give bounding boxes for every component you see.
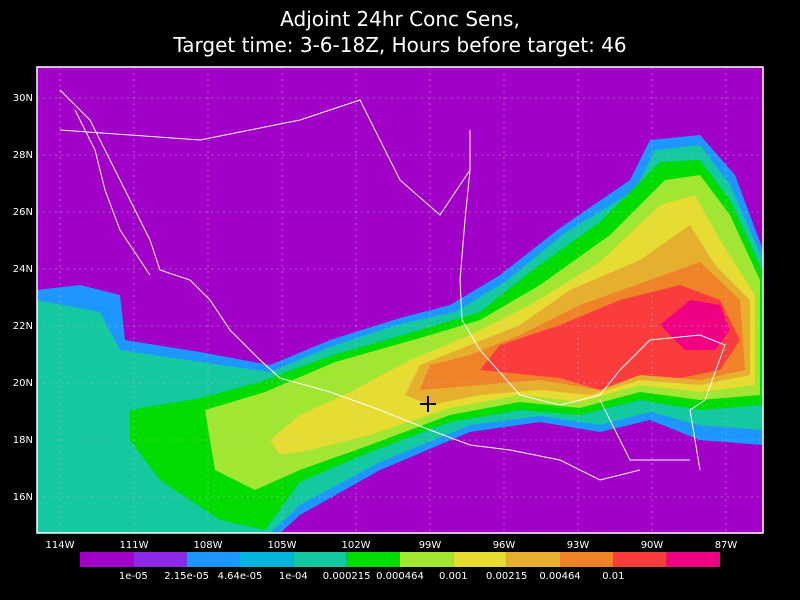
lat-label: 18N xyxy=(13,435,33,446)
colorbar-label: 4.64e-05 xyxy=(218,571,263,582)
lon-label: 87W xyxy=(715,540,738,551)
colorbar-box xyxy=(293,552,347,567)
lat-label: 28N xyxy=(13,150,33,161)
contour xyxy=(480,285,740,390)
colorbar-box xyxy=(400,552,454,567)
lon-label: 108W xyxy=(194,540,223,551)
colorbar-label: 0.01 xyxy=(602,571,624,582)
contour xyxy=(270,195,755,455)
colorbar-box xyxy=(80,552,134,567)
border xyxy=(59,99,471,216)
lon-label: 96W xyxy=(493,540,516,551)
lon-label: 111W xyxy=(120,540,149,551)
title-line2: Target time: 3-6-18Z, Hours before targe… xyxy=(172,33,626,57)
lon-label: 99W xyxy=(419,540,442,551)
contour-field xyxy=(37,67,763,533)
colorbar-label: 0.00464 xyxy=(539,571,580,582)
colorbar-label: 0.00215 xyxy=(486,571,527,582)
colorbar-box xyxy=(613,552,667,567)
lat-label: 20N xyxy=(13,378,33,389)
colorbar-box xyxy=(346,552,400,567)
colorbar-box xyxy=(453,552,507,567)
lon-label: 93W xyxy=(567,540,590,551)
colorbar-label: 1e-05 xyxy=(119,571,148,582)
colorbar-box xyxy=(186,552,240,567)
colorbar-label: 1e-04 xyxy=(279,571,308,582)
title-line1: Adjoint 24hr Conc Sens, xyxy=(280,7,520,31)
colorbar-box xyxy=(666,552,720,567)
border xyxy=(599,399,690,461)
colorbar-label: 0.001 xyxy=(439,571,468,582)
map-frame xyxy=(36,66,764,534)
colorbar-label: 0.000215 xyxy=(323,571,371,582)
lon-label: 102W xyxy=(342,540,371,551)
lat-label: 26N xyxy=(13,207,33,218)
coastline xyxy=(459,130,726,471)
lat-label: 30N xyxy=(13,93,33,104)
colorbar-box xyxy=(133,552,187,567)
lon-label: 114W xyxy=(46,540,75,551)
colorbar-box xyxy=(240,552,294,567)
lon-label: 105W xyxy=(268,540,297,551)
colorbar-box xyxy=(560,552,614,567)
coastline xyxy=(74,109,151,276)
coastline xyxy=(59,89,641,481)
colorbar-box xyxy=(506,552,560,567)
colorbar-label: 0.000464 xyxy=(376,571,424,582)
coastlines xyxy=(59,89,726,481)
lat-label: 24N xyxy=(13,264,33,275)
lat-label: 22N xyxy=(13,321,33,332)
colorbar-label: 2.15e-05 xyxy=(164,571,209,582)
lat-label: 16N xyxy=(13,492,33,503)
lon-label: 90W xyxy=(641,540,664,551)
target-marker xyxy=(420,396,436,412)
